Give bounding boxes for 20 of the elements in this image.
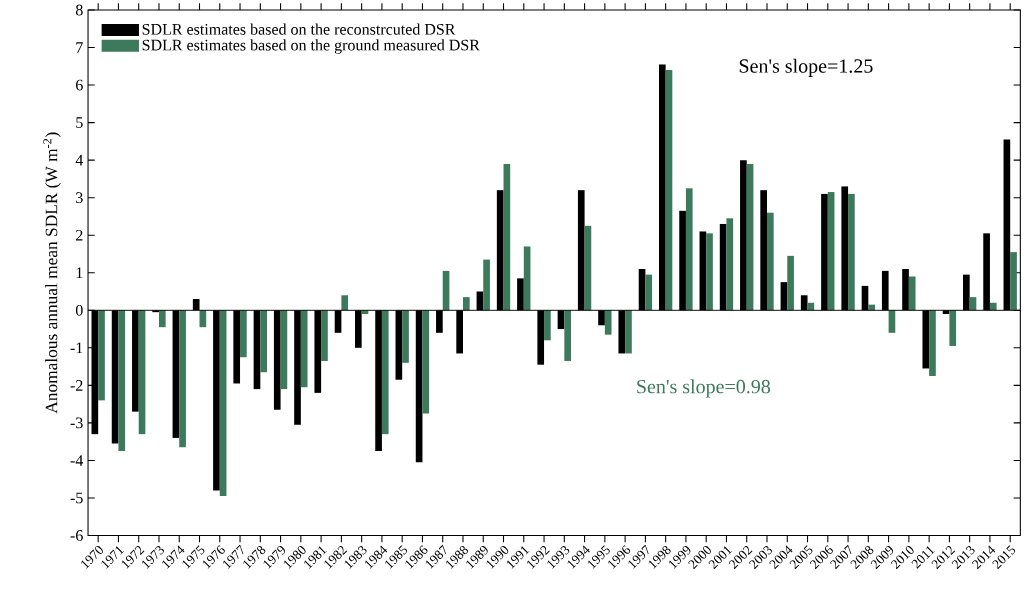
y-tick-label: 3 xyxy=(76,192,83,203)
y-tick-label: 2 xyxy=(76,229,83,241)
y-tick-label: 7 xyxy=(76,42,83,53)
y-tick-label: 1 xyxy=(76,267,83,278)
y-tick-label: -5 xyxy=(70,492,83,504)
y-tick-label: 6 xyxy=(76,79,83,91)
y-tick-label: 8 xyxy=(75,4,83,16)
y-tick-label: -2 xyxy=(70,379,83,391)
y-tick-label: 4 xyxy=(75,154,84,166)
legend-label: SDLR estimates based on the reconstrcuted DSR xyxy=(142,23,456,35)
y-tick-label: -1 xyxy=(70,342,83,354)
y-tick-label: 5 xyxy=(76,117,83,128)
y-axis-title: Anomalous annual mean SDLR (W m$^{-2}$) xyxy=(43,132,61,414)
y-tick-label: -4 xyxy=(70,455,84,466)
y-tick-label: -6 xyxy=(70,530,83,541)
y-tick-label: -3 xyxy=(70,417,83,429)
annotation: Sen's slope=1.25 xyxy=(739,58,873,77)
y-tick-label: 0 xyxy=(75,304,83,316)
legend-label: SDLR estimates based on the ground measured DSR xyxy=(142,39,480,54)
annotation: Sen's slope=0.98 xyxy=(637,379,771,398)
